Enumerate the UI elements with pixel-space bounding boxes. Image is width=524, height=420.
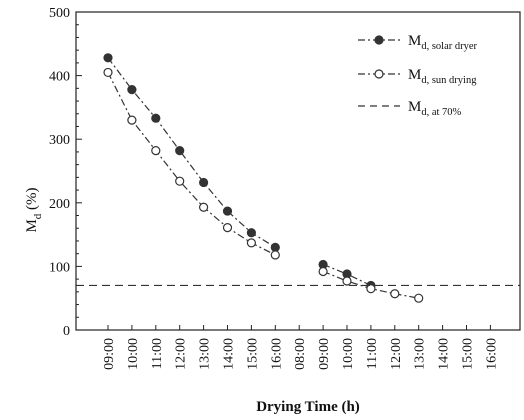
data-point-solar-dryer [222,206,233,216]
legend-label-sun-drying: Md, sun drying [408,67,477,86]
x-tick-label: 09:00 [102,338,117,370]
x-tick-label: 16:00 [484,338,499,370]
y-tick-label: 500 [49,6,70,21]
x-tick-labels: 09:00 10:00 11:00 12:00 13:00 14:00 15:00 16:00… [102,338,499,370]
y-axis-label: Md (%) [24,187,44,232]
x-tick-label: 10:00 [341,338,356,370]
legend-label-threshold: Md, at 70% [408,99,462,118]
x-tick-label: 09:00 [317,338,332,370]
legend-item-solar-dryer: Md, solar dryer [358,33,478,52]
data-point-sun-drying [366,284,376,294]
data-point-sun-drying [342,276,352,286]
legend-marker-sun-drying [374,69,384,79]
legend-label-solar-dryer: Md, solar dryer [408,33,478,52]
data-point-solar-dryer [127,84,137,95]
data-point-sun-drying [127,115,137,125]
data-point-sun-drying [175,176,185,186]
x-tick-label: 13:00 [413,338,428,370]
axis-ticks [76,11,491,331]
data-point-sun-drying [151,146,161,156]
x-tick-label: 16:00 [269,338,284,370]
x-tick-label: 11:00 [150,338,165,369]
series-line-solar-dryer [107,57,276,248]
x-tick-label: 14:00 [222,338,237,370]
y-tick-label: 300 [49,133,70,148]
x-tick-label: 12:00 [174,338,189,370]
x-tick-label: 15:00 [461,338,476,370]
data-point-sun-drying [199,202,209,212]
x-tick-label: 13:00 [198,338,213,370]
y-tick-label: 100 [49,260,70,275]
data-point-sun-drying [318,266,328,277]
x-axis-label: Drying Time (h) [256,399,360,415]
x-tick-label: 12:00 [389,338,404,370]
data-point-solar-dryer [151,113,161,123]
plot-frame [75,11,521,331]
legend-marker-solar-dryer [374,35,384,45]
data-point-solar-dryer [103,53,113,63]
y-tick-label: 400 [49,70,70,85]
series-line-sun-drying [107,72,276,256]
x-tick-label: 14:00 [437,338,452,370]
data-point-solar-dryer [175,146,185,156]
data-point-solar-dryer [246,228,256,238]
data-point-sun-drying [390,289,400,299]
x-tick-label: 15:00 [245,338,260,370]
data-point-sun-drying [222,223,233,233]
x-tick-label: 08:00 [293,338,308,370]
x-tick-label: 10:00 [126,338,141,370]
x-tick-label: 11:00 [365,338,380,369]
y-tick-label: 200 [49,197,70,212]
series-layer [76,53,520,303]
data-point-sun-drying [414,293,424,303]
legend-item-sun-drying: Md, sun drying [358,67,477,86]
y-tick-label: 0 [63,324,70,339]
data-point-solar-dryer [199,177,209,188]
y-tick-labels: 0 100 200 300 400 500 [49,6,70,339]
data-point-sun-drying [270,250,280,260]
data-point-solar-dryer [270,242,280,252]
legend-item-threshold: Md, at 70% [358,99,462,118]
data-point-sun-drying [246,238,256,248]
data-point-sun-drying [103,67,113,78]
legend: Md, solar dryer Md, sun drying Md, at 70… [358,33,478,118]
